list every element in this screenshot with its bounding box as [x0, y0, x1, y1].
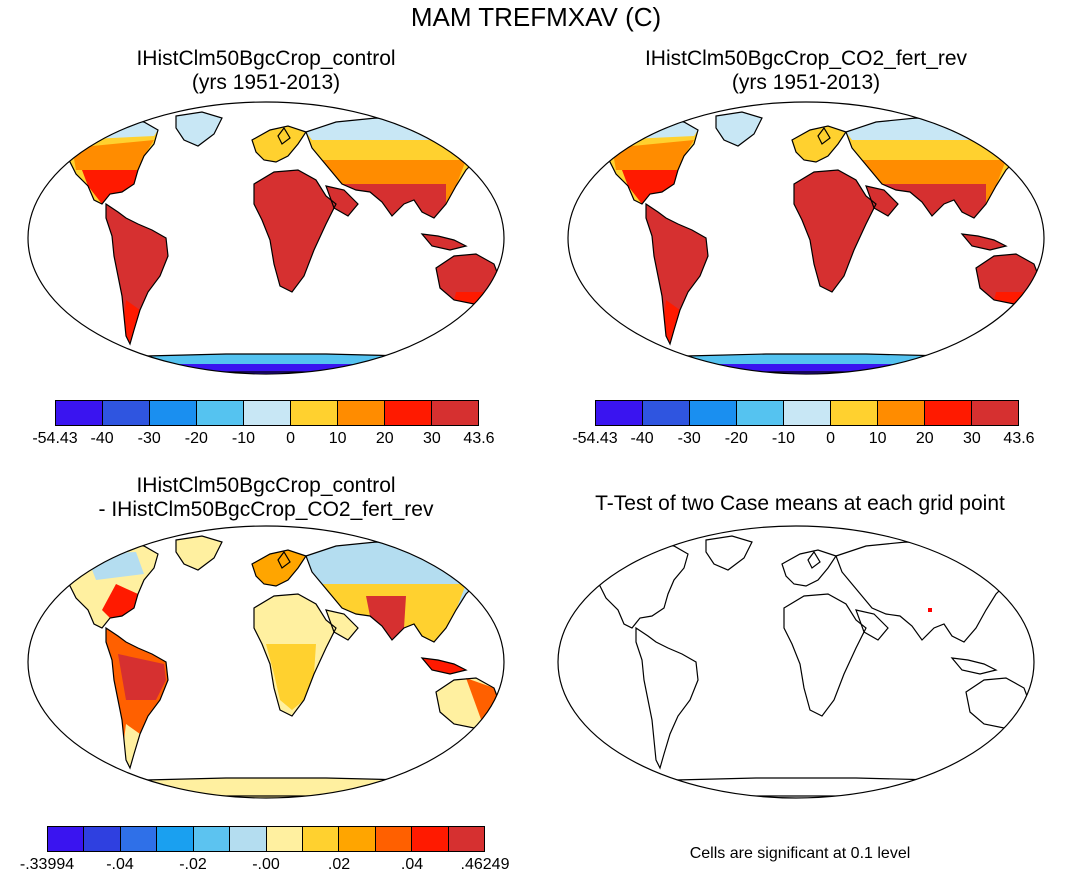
colorbar-co2-fert-rev-swatch-5 [831, 401, 878, 425]
significant-cell [928, 608, 932, 612]
colorbar-control-swatch-3 [197, 401, 244, 425]
panel1-title-line2: (yrs 1951-2013) [191, 71, 341, 94]
colorbar-co2-fert-rev-tick-label: -40 [630, 430, 654, 447]
panel2-title-line2: (yrs 1951-2013) [731, 71, 881, 94]
colorbar-control-swatch-0 [56, 401, 103, 425]
colorbar-difference-swatch-1 [84, 827, 121, 851]
colorbar-difference-swatch-4 [193, 827, 231, 851]
colorbar-control-tick-label: -54.43 [32, 430, 78, 447]
colorbar-difference-labels: -.33994 -.04 -.02 -.00 .02 .04 .46249 [20, 856, 510, 876]
colorbar-difference-swatch-0 [48, 827, 85, 851]
colorbar-control-swatch-6 [338, 401, 385, 425]
colorbar-control-labels: -54.43 -40 -30 -20 -10 0 10 20 30 43.6 [32, 430, 494, 450]
figure-title: MAM TREFMXAV (C) [410, 2, 662, 32]
colorbar-control-tick-label: 30 [422, 430, 441, 447]
colorbar-control-swatch-5 [291, 401, 338, 425]
colorbar-difference-swatch-7 [302, 827, 340, 851]
colorbar-difference-swatch-5 [230, 827, 267, 851]
colorbar-difference-tick-label: -.02 [179, 856, 207, 873]
colorbar-control-swatch-1 [103, 401, 150, 425]
colorbar-difference-tick-label: -.04 [106, 856, 134, 873]
colorbar-co2-fert-rev-swatch-8 [972, 401, 1018, 425]
colorbar-co2-fert-rev-swatch-2 [690, 401, 737, 425]
map-ttest [557, 525, 1035, 799]
colorbar-control-tick-label: 43.6 [463, 430, 495, 447]
colorbar-control-swatch-4 [244, 401, 291, 425]
colorbar-co2-fert-rev-tick-label: 10 [868, 430, 887, 447]
colorbar-co2-fert-rev-tick-label: -10 [771, 430, 795, 447]
panel3-title: IHistClm50BgcCrop_control - IHistClm50Bg… [16, 474, 516, 522]
map-control [27, 101, 505, 375]
map-difference [27, 525, 505, 799]
colorbar-difference-tick-label: -.00 [252, 856, 280, 873]
colorbar-difference-swatch-3 [157, 827, 194, 851]
colorbar-co2-fert-rev [595, 400, 1019, 426]
colorbar-control-tick-label: -40 [90, 430, 114, 447]
colorbar-difference-tick-label: .02 [327, 856, 351, 873]
colorbar-control-swatch-2 [150, 401, 197, 425]
colorbar-difference-swatch-9 [375, 827, 413, 851]
colorbar-co2-fert-rev-tick-label: 43.6 [1003, 430, 1035, 447]
colorbar-difference-tick-label: .46249 [460, 856, 510, 873]
colorbar-difference-swatch-8 [339, 827, 376, 851]
colorbar-control-swatch-8 [432, 401, 478, 425]
colorbar-difference-tick-label: .04 [400, 856, 424, 873]
panel2-title: IHistClm50BgcCrop_CO2_fert_rev (yrs 1951… [556, 47, 1056, 95]
colorbar-co2-fert-rev-tick-label: -30 [677, 430, 701, 447]
colorbar-co2-fert-rev-swatch-6 [878, 401, 925, 425]
colorbar-control [55, 400, 479, 426]
colorbar-control-tick-label: -10 [231, 430, 255, 447]
colorbar-control-tick-label: -30 [137, 430, 161, 447]
colorbar-co2-fert-rev-tick-label: -20 [724, 430, 748, 447]
panel4-title: T-Test of two Case means at each grid po… [595, 492, 1005, 515]
colorbar-co2-fert-rev-tick-label: 20 [915, 430, 934, 447]
colorbar-control-tick-label: -20 [184, 430, 208, 447]
colorbar-co2-fert-rev-tick-label: 30 [962, 430, 981, 447]
panel3-title-line1: IHistClm50BgcCrop_control [136, 474, 396, 497]
colorbar-difference-swatch-2 [120, 827, 158, 851]
colorbar-control-tick-label: 20 [375, 430, 394, 447]
colorbar-difference [47, 826, 485, 852]
colorbar-difference-tick-label: -.33994 [19, 856, 75, 873]
colorbar-co2-fert-rev-tick-label: -54.43 [572, 430, 618, 447]
colorbar-co2-fert-rev-swatch-4 [784, 401, 831, 425]
colorbar-co2-fert-rev-swatch-3 [737, 401, 784, 425]
panel2-title-line1: IHistClm50BgcCrop_CO2_fert_rev [644, 47, 968, 70]
panel3-title-line2: - IHistClm50BgcCrop_CO2_fert_rev [98, 498, 434, 521]
colorbar-control-tick-label: 0 [286, 430, 295, 447]
map-co2-fert-rev [567, 101, 1045, 375]
colorbar-difference-swatch-6 [266, 827, 303, 851]
colorbar-co2-fert-rev-labels: -54.43 -40 -30 -20 -10 0 10 20 30 43.6 [572, 430, 1034, 450]
colorbar-control-tick-label: 10 [328, 430, 347, 447]
colorbar-co2-fert-rev-swatch-1 [643, 401, 690, 425]
colorbar-co2-fert-rev-swatch-0 [596, 401, 643, 425]
colorbar-co2-fert-rev-swatch-7 [925, 401, 972, 425]
ttest-note: Cells are significant at 0.1 level [689, 845, 911, 862]
colorbar-difference-swatch-11 [448, 827, 485, 851]
colorbar-co2-fert-rev-tick-label: 0 [826, 430, 835, 447]
panel1-title-line1: IHistClm50BgcCrop_control [136, 47, 396, 70]
colorbar-control-swatch-7 [385, 401, 432, 425]
panel1-title: IHistClm50BgcCrop_control (yrs 1951-2013… [16, 47, 516, 95]
colorbar-difference-swatch-10 [412, 827, 449, 851]
